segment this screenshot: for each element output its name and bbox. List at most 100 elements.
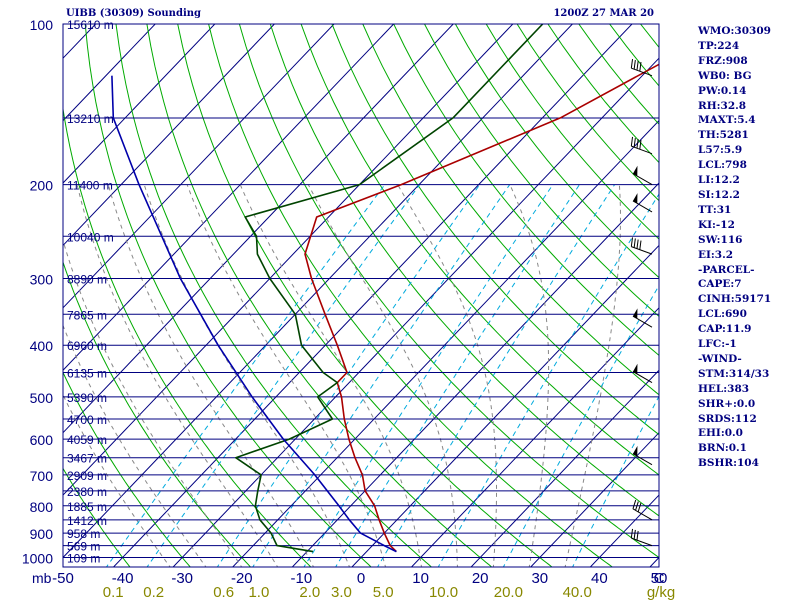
dry-adiabat-line <box>362 24 659 396</box>
pressure-label: 200 <box>30 178 54 194</box>
temp-axis-label: 0 <box>357 570 365 587</box>
pressure-label: 800 <box>30 499 54 515</box>
index-line: LCL:798 <box>698 159 747 172</box>
height-label: 13210 m <box>67 112 114 126</box>
height-label: 15610 m <box>67 18 114 32</box>
mixing-ratio-line <box>335 184 580 567</box>
height-label: 6135 m <box>67 366 107 380</box>
wind-barb-feather <box>630 237 634 247</box>
dry-adiabat-line <box>331 24 659 436</box>
mixing-ratio-label: 0.6 <box>213 584 234 600</box>
temp-axis-label: -40 <box>112 570 134 587</box>
wind-barb-flag <box>632 165 638 177</box>
mixing-ratio-line <box>303 184 554 567</box>
index-line: TP:224 <box>698 39 740 52</box>
wind-barb <box>630 528 653 547</box>
isotherm-line <box>63 24 514 496</box>
temp-axis-label: -30 <box>171 570 193 587</box>
dry-adiabat-line <box>177 24 553 567</box>
index-line: MAXT:5.4 <box>698 114 756 127</box>
wind-barb <box>630 58 653 77</box>
temp-axis-label: 40 <box>591 570 608 587</box>
height-label: 7865 m <box>67 308 107 322</box>
index-line: WB0: BG <box>698 69 752 82</box>
moist-adiabat-line <box>143 184 351 567</box>
wind-barb-feather <box>632 499 637 509</box>
dry-adiabat-line <box>269 24 659 517</box>
mixing-ratio-label: 10.0 <box>429 584 458 600</box>
mixing-ratio-label: 0.2 <box>143 584 164 600</box>
mixing-ratio-line <box>437 193 659 567</box>
index-line: -WIND- <box>698 352 742 365</box>
pressure-label: 1000 <box>22 551 53 567</box>
dry-adiabat-line <box>300 24 659 476</box>
index-line: TH:5281 <box>698 129 749 142</box>
wind-barb-feather <box>633 59 636 70</box>
mixing-ratio-line <box>252 184 511 567</box>
wind-barb-staff <box>632 453 653 466</box>
pressure-label: 700 <box>30 468 54 484</box>
index-line: TT:31 <box>698 203 732 216</box>
wind-barb-flag <box>632 308 638 319</box>
index-line: SRDS:112 <box>698 412 757 425</box>
wind-barb-feather <box>630 136 634 147</box>
height-label: 5390 m <box>67 391 107 405</box>
isotherm-line <box>63 24 216 184</box>
temp-axis-label: 30 <box>531 570 548 587</box>
temp-axis-label: 50 <box>651 570 668 587</box>
wind-barb-feather <box>639 62 642 72</box>
wind-barb <box>632 165 653 186</box>
dry-adiabat-line <box>393 24 659 357</box>
mixing-ratio-unit: g/kg <box>647 584 675 600</box>
pressure-label: 400 <box>30 338 54 354</box>
wind-barb-feather <box>633 238 636 248</box>
wind-barb-feather <box>630 58 634 69</box>
height-label: 8890 m <box>67 273 107 287</box>
height-label: 4700 m <box>67 413 107 427</box>
wind-barb-staff <box>632 371 653 383</box>
mixing-ratio-label: 2.0 <box>299 584 320 600</box>
plot-background <box>63 24 659 567</box>
index-line: PW:0.14 <box>698 84 747 97</box>
mixing-ratio-line <box>146 184 421 567</box>
wind-barb-feather <box>637 502 642 512</box>
wind-barb-staff <box>632 508 653 521</box>
isotherm-line <box>291 182 659 567</box>
wind-barb-staff <box>631 246 653 255</box>
mixing-ratio-label: 3.0 <box>331 584 352 600</box>
height-label: 1412 m <box>67 514 107 528</box>
wind-barb-staff <box>632 173 653 186</box>
index-line: BSHR:104 <box>698 457 759 470</box>
dry-adiabat-line <box>238 24 659 559</box>
wind-barb-staff <box>632 315 653 328</box>
index-line: WMO:30309 <box>698 25 771 37</box>
temp-axis-label: -50 <box>52 570 74 587</box>
index-line: LFC:-1 <box>698 338 737 351</box>
isotherm-line <box>63 24 156 122</box>
mixing-ratio-label: 40.0 <box>563 584 592 600</box>
dry-adiabat-line <box>63 260 252 567</box>
index-line: BRN:0.1 <box>698 442 747 455</box>
pressure-label: 500 <box>30 390 54 406</box>
mixing-ratio-line <box>376 184 616 567</box>
index-line: FRZ:908 <box>698 54 748 67</box>
temp-axis-label: 10 <box>412 570 429 587</box>
mixing-ratio-label: 0.1 <box>103 584 124 600</box>
isotherm-line <box>63 24 395 371</box>
wind-barb <box>632 445 653 466</box>
wind-barb-feather <box>636 239 639 249</box>
index-line: KI:-12 <box>698 218 735 231</box>
moist-adiabat-line <box>63 393 171 567</box>
pressure-label: 100 <box>30 17 54 33</box>
index-line: LCL:690 <box>698 308 747 321</box>
dry-adiabat-line <box>454 24 659 279</box>
wind-barb-feather <box>639 240 642 250</box>
wind-barb <box>632 308 653 328</box>
wind-barb <box>632 363 653 383</box>
dry-adiabat-line <box>424 24 659 318</box>
mixing-ratio-line <box>105 184 386 567</box>
index-line: HEL:383 <box>698 382 750 395</box>
index-line: SI:12.2 <box>698 188 740 201</box>
moist-adiabat-line <box>186 184 387 567</box>
